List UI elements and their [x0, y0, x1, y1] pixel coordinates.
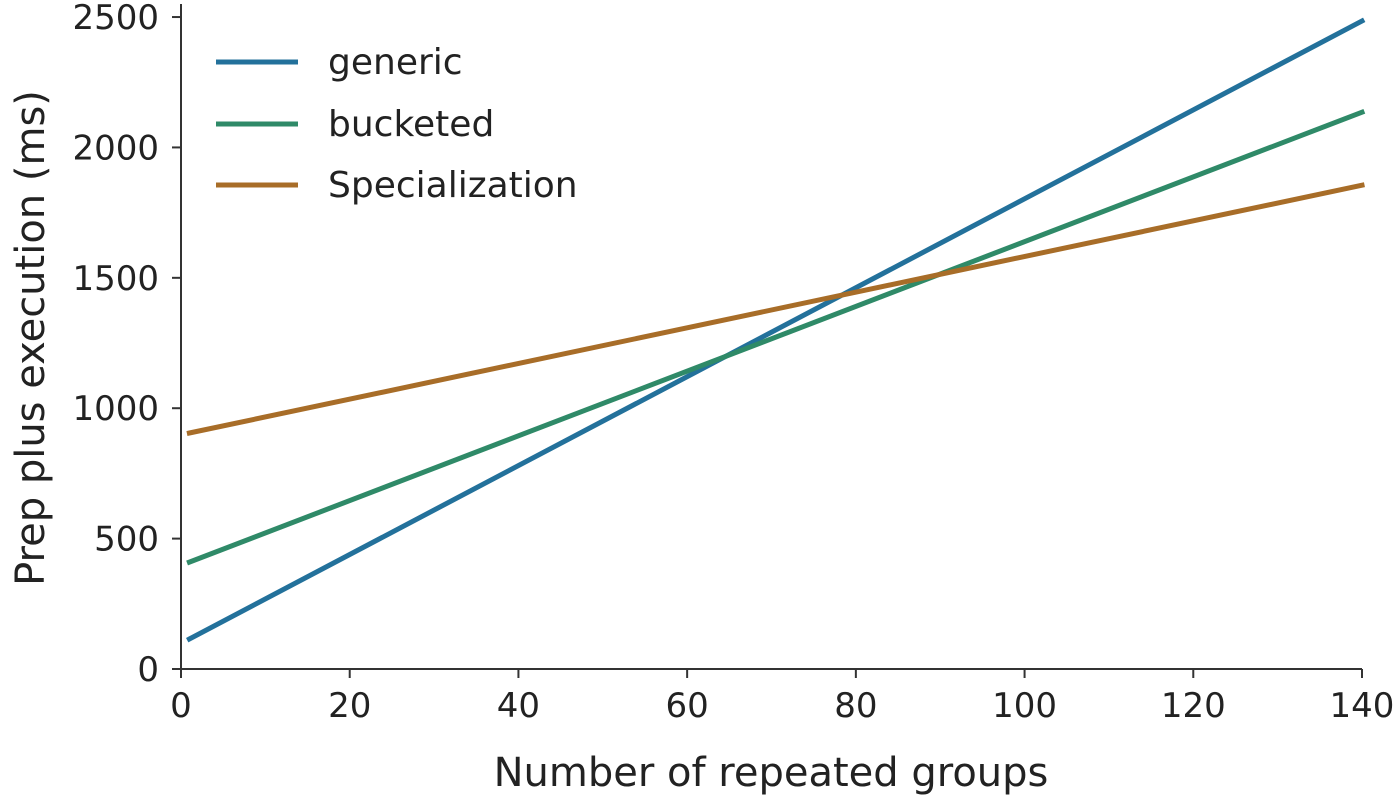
- y-axis-title: Prep plus execution (ms): [8, 90, 54, 586]
- axes: [180, 4, 1362, 670]
- series-line-bucketed: [186, 108, 1366, 566]
- y-tick-label: 1000: [72, 389, 159, 429]
- x-tick-label: 40: [497, 686, 540, 726]
- series-line-generic: [186, 17, 1366, 643]
- y-tick-label: 0: [137, 650, 159, 690]
- legend-label-generic: generic: [328, 42, 463, 83]
- x-tick-label: 80: [834, 686, 877, 726]
- series-line-specialization: [186, 182, 1365, 436]
- x-tick-label: 140: [1330, 686, 1395, 726]
- x-tick-label: 20: [328, 686, 371, 726]
- y-tick-label: 1500: [72, 259, 159, 299]
- legend-label-bucketed: bucketed: [328, 104, 494, 145]
- x-tick-label: 100: [992, 686, 1057, 726]
- x-tick-label: 60: [666, 686, 709, 726]
- ticks: 0 20 40 60 80 100 120 140 0 500 1000 1500 2000 2500: [72, 0, 1394, 726]
- x-axis-title: Number of repeated groups: [494, 750, 1049, 796]
- y-tick-label: 2500: [72, 0, 159, 38]
- x-tick-label: 120: [1161, 686, 1226, 726]
- x-tick-label: 0: [170, 686, 192, 726]
- legend: generic bucketed Specialization: [216, 42, 578, 206]
- series-layer: [186, 17, 1366, 643]
- y-tick-label: 2000: [72, 128, 159, 168]
- legend-label-specialization: Specialization: [328, 165, 578, 206]
- y-tick-label: 500: [94, 520, 159, 560]
